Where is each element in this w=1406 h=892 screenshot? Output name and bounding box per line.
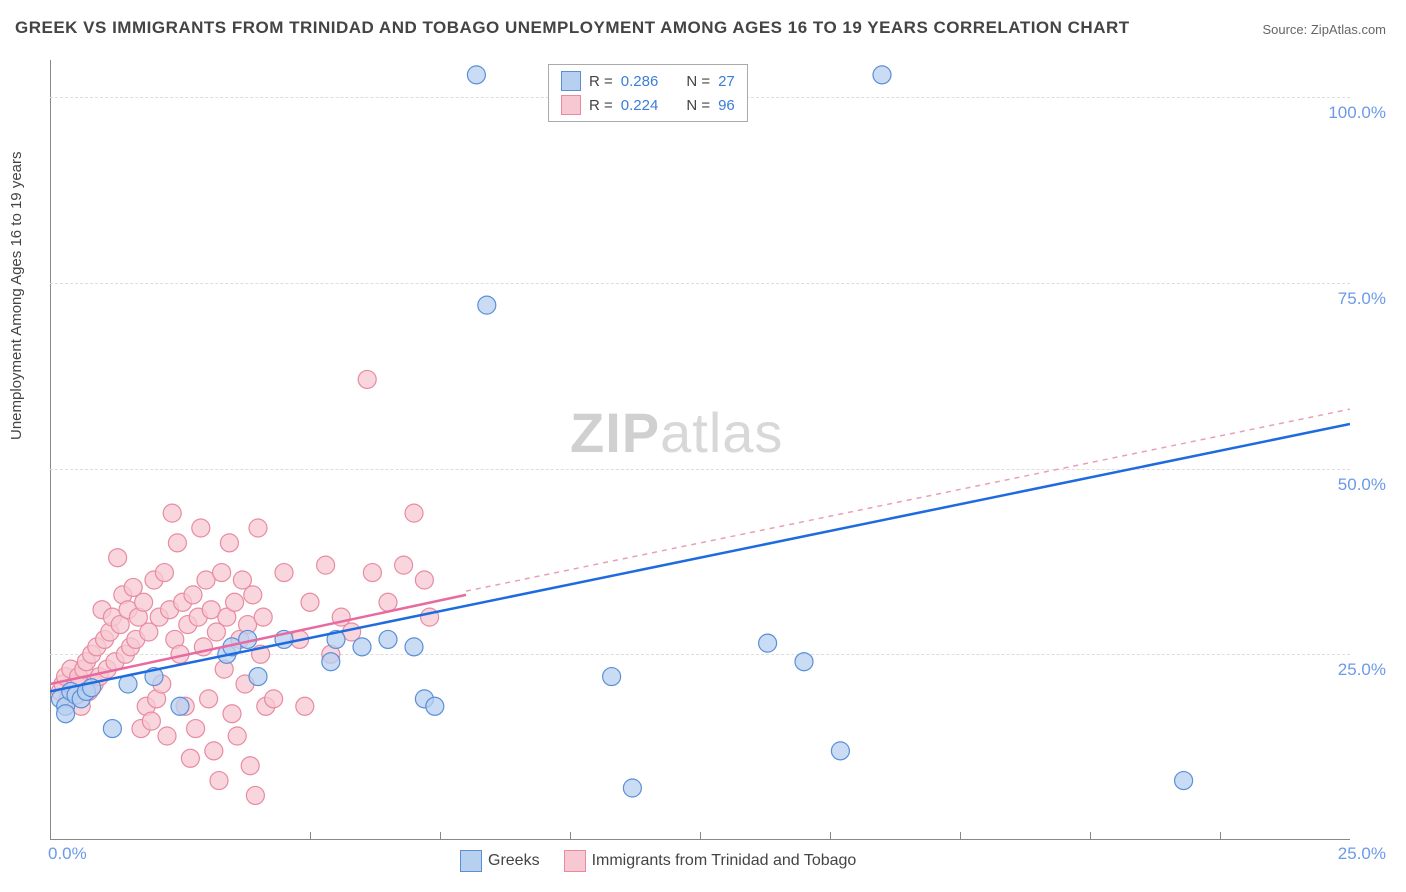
r-value: 0.286 (621, 73, 659, 90)
y-tick-label: 75.0% (1338, 289, 1386, 309)
legend-row-greeks: R = 0.286 N = 27 (561, 69, 735, 93)
r-label: R = (589, 73, 613, 90)
y-axis-label: Unemployment Among Ages 16 to 19 years (8, 151, 25, 440)
series-legend: Greeks Immigrants from Trinidad and Toba… (460, 850, 856, 872)
correlation-legend: R = 0.286 N = 27 R = 0.224 N = 96 (548, 64, 748, 122)
legend-item-greeks: Greeks (460, 850, 540, 872)
swatch-icon (561, 71, 581, 91)
y-tick-label: 50.0% (1338, 475, 1386, 495)
n-label: N = (686, 73, 710, 90)
legend-label: Greeks (488, 852, 540, 869)
n-label: N = (686, 97, 710, 114)
y-tick-label: 100.0% (1328, 103, 1386, 123)
r-label: R = (589, 97, 613, 114)
swatch-icon (564, 850, 586, 872)
x-tick-right: 25.0% (1338, 844, 1386, 864)
n-value: 96 (718, 97, 735, 114)
chart-title: GREEK VS IMMIGRANTS FROM TRINIDAD AND TO… (15, 18, 1130, 38)
y-tick-label: 25.0% (1338, 660, 1386, 680)
source-label: Source: ZipAtlas.com (1262, 22, 1386, 37)
scatter-plot (50, 60, 1350, 840)
swatch-icon (460, 850, 482, 872)
legend-label: Immigrants from Trinidad and Tobago (592, 852, 857, 869)
n-value: 27 (718, 73, 735, 90)
r-value: 0.224 (621, 97, 659, 114)
x-tick-left: 0.0% (48, 844, 87, 864)
legend-row-trinidad: R = 0.224 N = 96 (561, 93, 735, 117)
legend-item-trinidad: Immigrants from Trinidad and Tobago (564, 850, 857, 872)
swatch-icon (561, 95, 581, 115)
